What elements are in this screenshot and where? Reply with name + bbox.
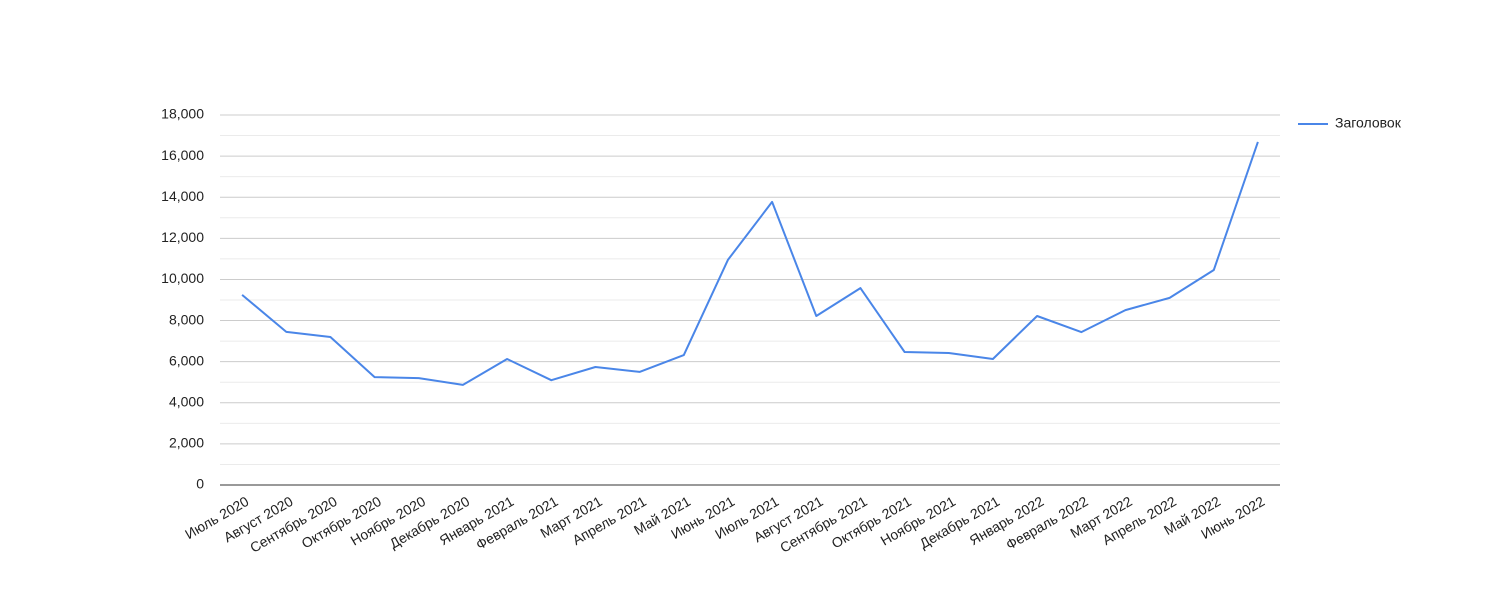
y-tick-label: 16,000 [161,147,204,163]
y-tick-label: 6,000 [169,352,204,368]
y-tick-label: 2,000 [169,435,204,451]
y-tick-label: 10,000 [161,270,204,286]
y-tick-label: 14,000 [161,188,204,204]
y-tick-label: 12,000 [161,229,204,245]
y-tick-label: 0 [196,476,204,492]
legend-label: Заголовок [1335,115,1402,131]
y-tick-label: 8,000 [169,311,204,327]
line-series [241,141,1259,386]
y-tick-label: 4,000 [169,393,204,409]
y-tick-label: 18,000 [161,106,204,122]
